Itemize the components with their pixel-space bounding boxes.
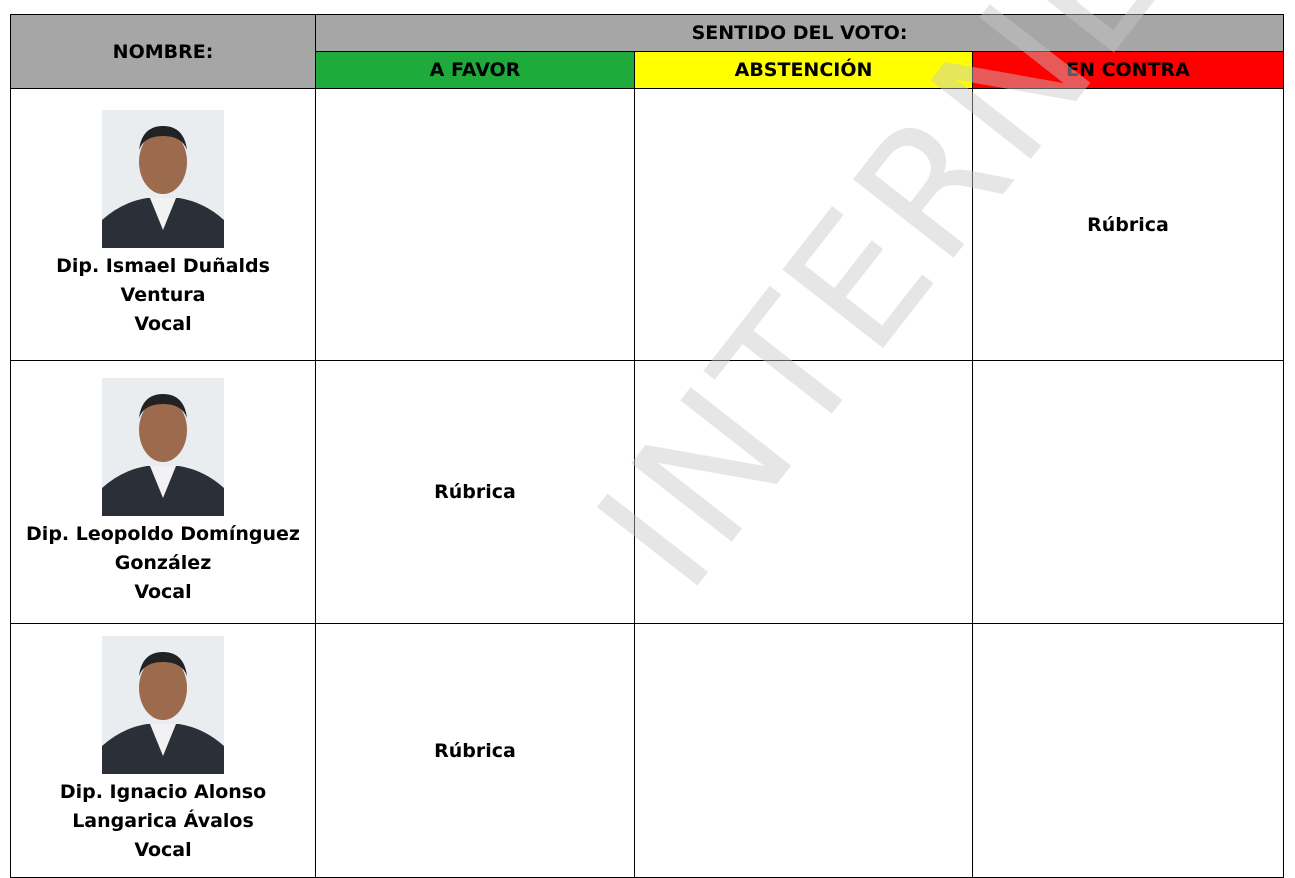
vote-mark: Rúbrica: [434, 481, 516, 503]
member-role: Vocal: [134, 839, 192, 861]
member-role: Vocal: [134, 580, 192, 603]
portrait: [102, 377, 224, 516]
option-header: ABSTENCIÓN: [634, 51, 973, 89]
member-row: Dip. Ismael Duñalds Ventura Vocal Rúbrica: [10, 88, 1284, 361]
option-header: A FAVOR: [315, 51, 635, 89]
vote-cell: [315, 88, 635, 361]
vote-cell: [634, 623, 973, 878]
vote-cell: Rúbrica: [972, 88, 1284, 361]
portrait: [102, 110, 224, 248]
options-row: A FAVOR ABSTENCIÓN EN CONTRA: [11, 51, 1284, 89]
name-cell: Dip. Ismael Duñalds Ventura Vocal: [10, 88, 316, 361]
option-header: EN CONTRA: [972, 51, 1284, 89]
vote-table: NOMBRE: SENTIDO DEL VOTO: A FAVOR ABSTENC…: [10, 14, 1284, 878]
vote-mark: Rúbrica: [434, 739, 516, 762]
vote-header: SENTIDO DEL VOTO:: [315, 14, 1284, 52]
vote-cell: Rúbrica: [315, 360, 635, 624]
table-body: NOMBRE: SENTIDO DEL VOTO: A FAVOR ABSTENC…: [10, 14, 1284, 878]
member-row: Dip. Leopoldo Domínguez González Vocal Rúb…: [10, 360, 1284, 624]
member-row: Dip. Ignacio Alonso Langarica Ávalos Voca…: [10, 623, 1284, 878]
member-name: Dip. Ismael Duñalds Ventura: [56, 255, 270, 306]
vote-cell: [634, 360, 973, 624]
member-name: Dip. Ignacio Alonso Langarica Ávalos: [59, 781, 267, 832]
member-name: Dip. Leopoldo Domínguez González: [26, 522, 300, 574]
vote-cell: Rúbrica: [315, 623, 635, 878]
vote-mark: Rúbrica: [1087, 213, 1169, 236]
name-cell: Dip. Ignacio Alonso Langarica Ávalos Voca…: [10, 623, 316, 878]
vote-cell: [972, 360, 1284, 624]
vote-cell: [972, 623, 1284, 878]
portrait: [102, 636, 224, 774]
name-cell: Dip. Leopoldo Domínguez González Vocal: [10, 360, 316, 624]
name-header: NOMBRE:: [10, 14, 316, 89]
member-role: Vocal: [134, 313, 192, 335]
vote-cell: [634, 88, 973, 361]
